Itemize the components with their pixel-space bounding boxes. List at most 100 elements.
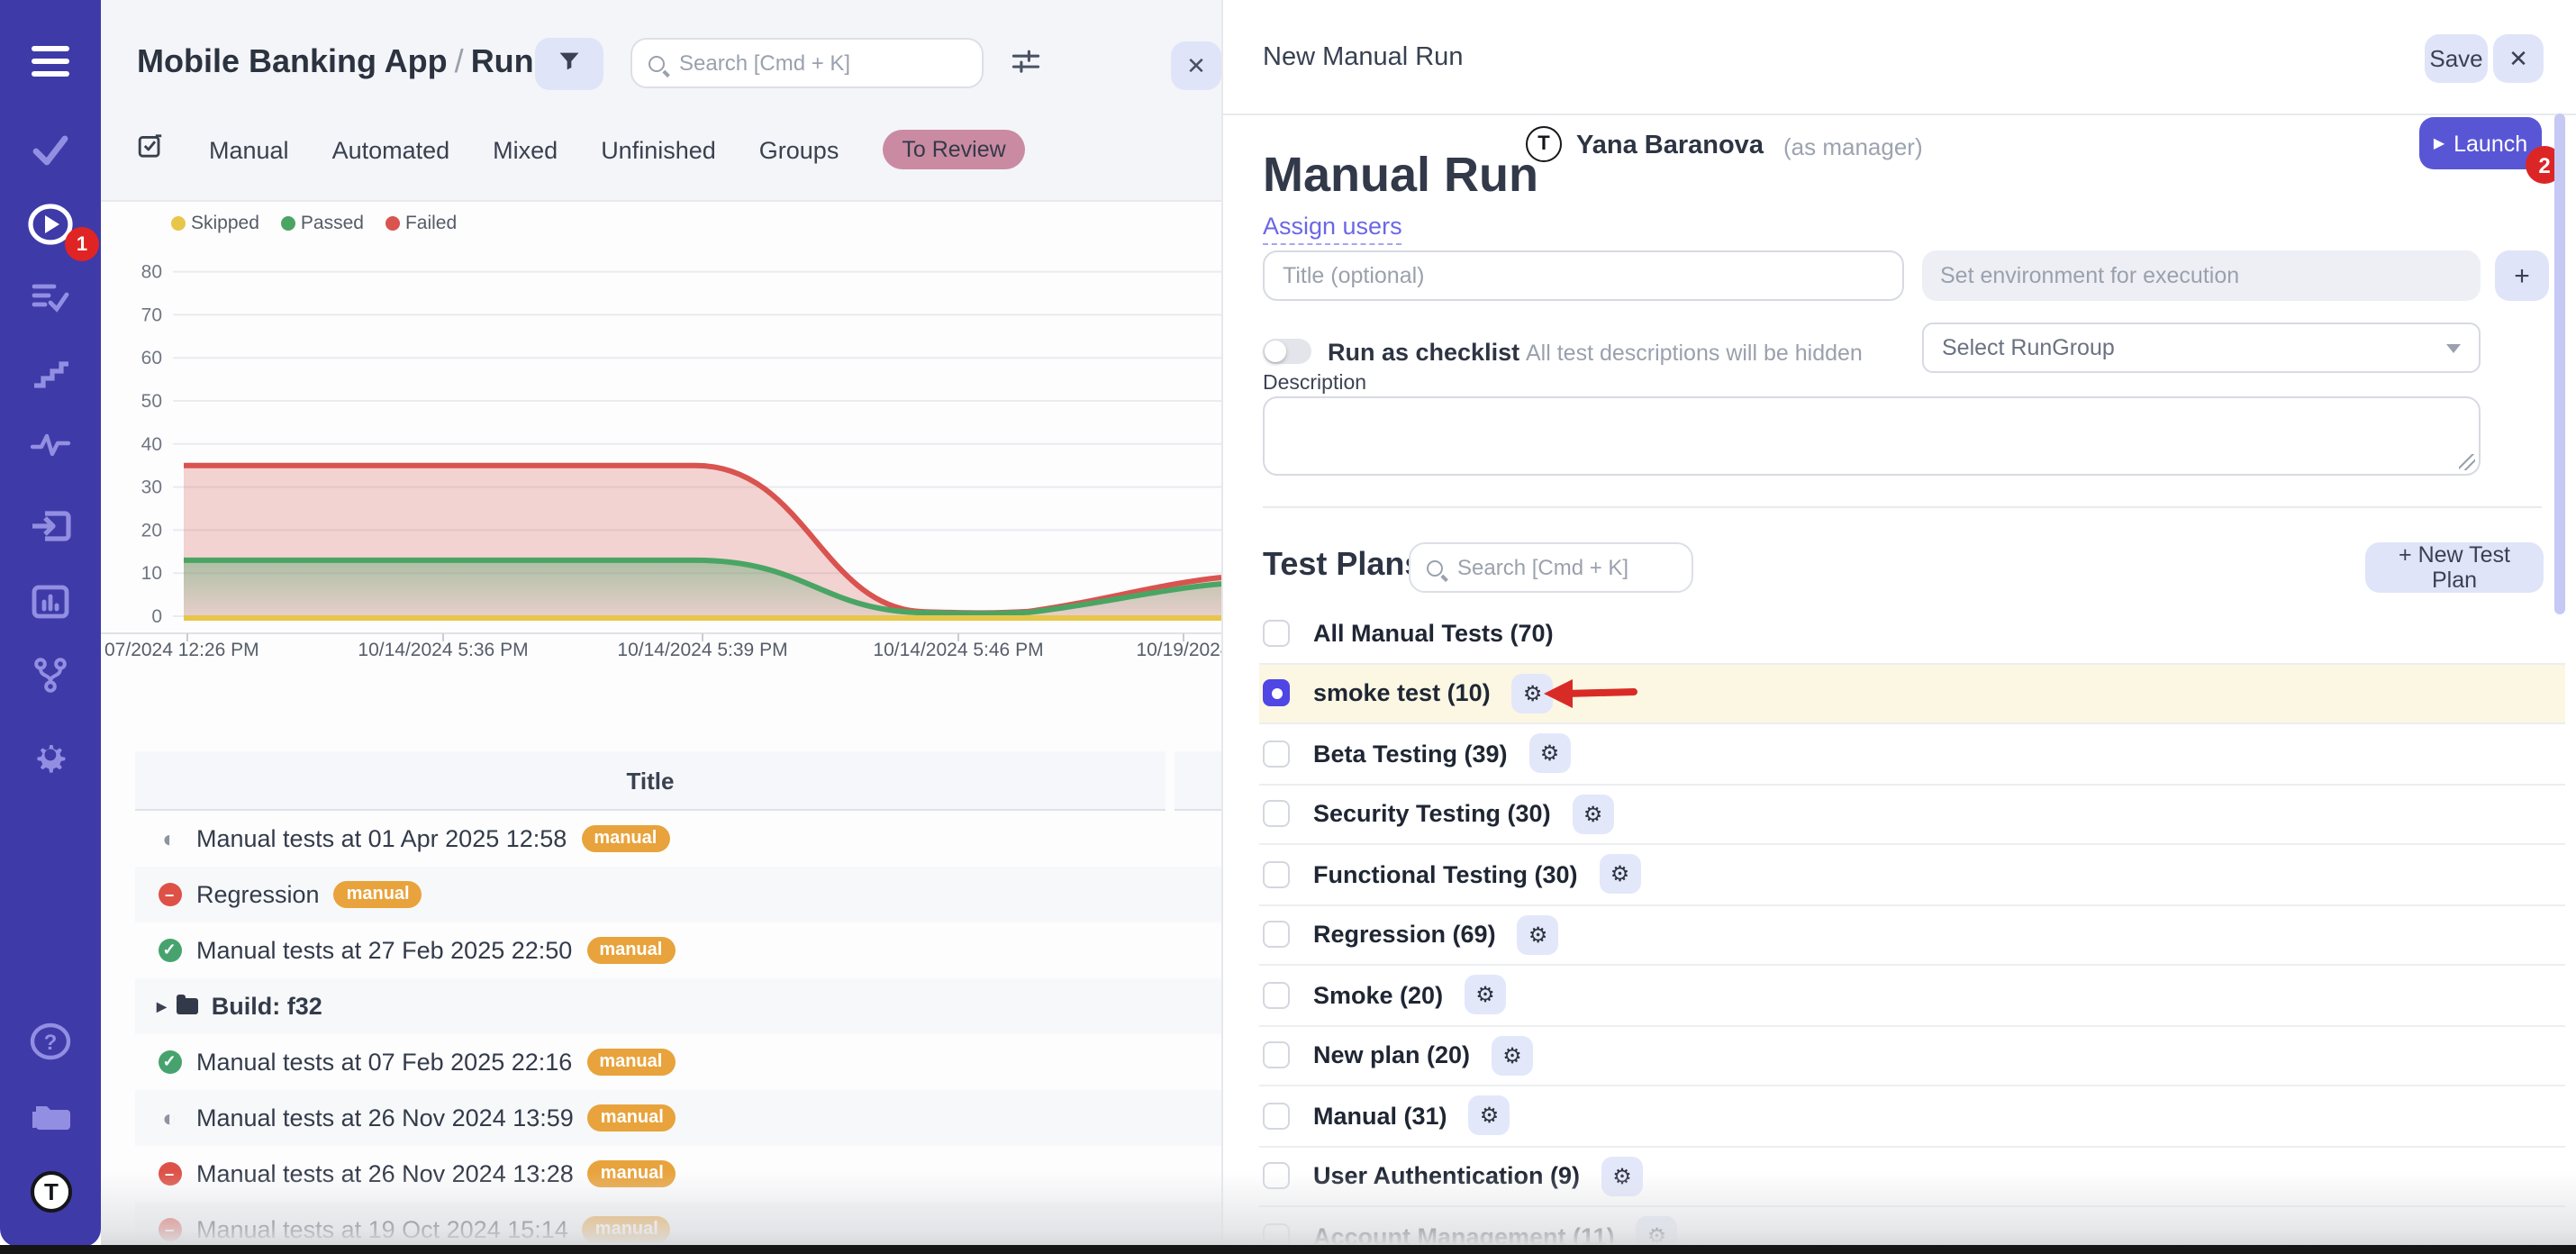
run-as-checklist-toggle[interactable] — [1263, 339, 1311, 364]
plan-gear-icon[interactable]: ⚙ — [1600, 855, 1641, 895]
plan-gear-icon[interactable]: ⚙ — [1518, 915, 1559, 955]
test-plan-row: User Authentication (9) ⚙ — [1259, 1147, 2565, 1207]
plan-checkbox[interactable] — [1263, 741, 1290, 768]
plan-label[interactable]: Manual (31) — [1313, 1103, 1447, 1130]
projects-folder-icon[interactable] — [0, 1095, 101, 1135]
panel-scrollbar[interactable] — [2554, 114, 2565, 614]
plan-label[interactable]: User Authentication (9) — [1313, 1163, 1580, 1190]
svg-text:?: ? — [44, 1031, 58, 1055]
search-icon — [1427, 559, 1443, 576]
pulse-activity-icon[interactable] — [0, 429, 101, 461]
plan-checkbox-checked[interactable] — [1263, 680, 1290, 707]
owner-name: Yana Baranova — [1576, 132, 1764, 160]
close-panel-button[interactable]: ✕ — [2493, 34, 2544, 83]
plan-label[interactable]: New plan (20) — [1313, 1042, 1470, 1069]
breadcrumb-project[interactable]: Mobile Banking App — [137, 43, 448, 79]
plan-gear-icon[interactable]: ⚙ — [1492, 1036, 1533, 1076]
plan-label[interactable]: Account Management (11) — [1313, 1223, 1615, 1248]
runs-search-input[interactable] — [676, 49, 942, 77]
run-title[interactable]: Manual tests at 26 Nov 2024 13:28 — [196, 1160, 574, 1187]
test-plan-row: Smoke (20) ⚙ — [1259, 966, 2565, 1026]
plan-checkbox[interactable] — [1263, 1163, 1290, 1190]
save-button[interactable]: Save — [2425, 34, 2488, 83]
table-row[interactable]: −Manual tests at 26 Nov 2024 13:28manual — [135, 1146, 1221, 1202]
plan-label[interactable]: Functional Testing (30) — [1313, 861, 1578, 888]
steps-stairs-icon[interactable] — [0, 355, 101, 391]
plan-label[interactable]: Beta Testing (39) — [1313, 741, 1508, 768]
table-row[interactable]: ✓Manual tests at 07 Feb 2025 22:16manual — [135, 1034, 1221, 1090]
table-row[interactable]: −Regressionmanual — [135, 867, 1221, 922]
plan-label[interactable]: Smoke (20) — [1313, 982, 1443, 1009]
run-title[interactable]: Manual tests at 26 Nov 2024 13:59 — [196, 1104, 574, 1131]
test-plan-row: All Manual Tests (70) — [1259, 604, 2565, 664]
run-title[interactable]: Manual tests at 19 Oct 2024 15:14 — [196, 1216, 568, 1243]
description-textarea[interactable] — [1263, 396, 2481, 476]
table-row[interactable]: −Manual tests at 19 Oct 2024 15:14manual — [135, 1202, 1221, 1247]
assign-users-link[interactable]: Assign users — [1263, 213, 1402, 245]
filter-button[interactable] — [535, 38, 603, 90]
new-test-plan-button[interactable]: + New Test Plan — [2365, 542, 2544, 593]
plan-checkbox[interactable] — [1263, 801, 1290, 828]
plan-checkbox[interactable] — [1263, 922, 1290, 949]
manual-badge: manual — [588, 1160, 676, 1187]
reports-bar-chart-icon[interactable] — [0, 582, 101, 622]
select-mode-icon[interactable] — [137, 131, 166, 168]
test-plans-list-icon[interactable] — [0, 279, 101, 317]
environment-input[interactable] — [1922, 250, 2481, 301]
tab-groups[interactable]: Groups — [759, 136, 839, 163]
plan-label[interactable]: All Manual Tests (70) — [1313, 620, 1554, 647]
plan-gear-icon[interactable]: ⚙ — [1637, 1217, 1678, 1248]
table-row-folder[interactable]: ▶ Build: f32 — [135, 978, 1221, 1034]
menu-hamburger-icon[interactable] — [0, 41, 101, 81]
table-row[interactable]: ✓Manual tests at 27 Feb 2025 22:50manual — [135, 922, 1221, 978]
plan-gear-icon[interactable]: ⚙ — [1469, 1096, 1510, 1136]
tab-unfinished[interactable]: Unfinished — [601, 136, 716, 163]
settings-gear-icon[interactable] — [0, 733, 101, 777]
plan-gear-icon[interactable]: ⚙ — [1465, 976, 1506, 1015]
filter-settings-icon[interactable] — [1011, 47, 1041, 86]
folder-title: Build: f32 — [212, 993, 322, 1020]
add-environment-button[interactable]: + — [2495, 250, 2549, 301]
legend-swatch — [385, 216, 400, 231]
plan-gear-icon[interactable]: ⚙ — [1573, 795, 1614, 834]
branch-git-icon[interactable] — [0, 656, 101, 695]
plan-checkbox[interactable] — [1263, 1223, 1290, 1248]
test-plans-search-input[interactable] — [1454, 553, 1653, 582]
launch-button[interactable]: ▶ Launch — [2419, 117, 2542, 169]
plan-label[interactable]: Security Testing (30) — [1313, 801, 1551, 828]
table-row[interactable]: ◐Manual tests at 01 Apr 2025 12:58manual — [135, 811, 1221, 867]
caret-expand-icon[interactable]: ▶ — [157, 999, 167, 1013]
sidebar: 1 ? T — [0, 0, 101, 1247]
plan-label[interactable]: Regression (69) — [1313, 922, 1496, 949]
plan-gear-icon[interactable]: ⚙ — [1601, 1157, 1643, 1196]
run-title[interactable]: Manual tests at 01 Apr 2025 12:58 — [196, 825, 567, 852]
plan-checkbox[interactable] — [1263, 861, 1290, 888]
plan-gear-icon[interactable]: ⚙ — [1529, 734, 1571, 774]
plan-checkbox[interactable] — [1263, 620, 1290, 647]
plan-checkbox[interactable] — [1263, 1103, 1290, 1130]
svg-text:70: 70 — [141, 304, 162, 325]
svg-text:30: 30 — [141, 477, 162, 498]
column-title[interactable]: Title — [135, 751, 1166, 811]
run-title[interactable]: Manual tests at 07 Feb 2025 22:16 — [196, 1049, 572, 1076]
plan-checkbox[interactable] — [1263, 982, 1290, 1009]
run-title[interactable]: Regression — [196, 881, 320, 908]
tab-manual[interactable]: Manual — [209, 136, 289, 163]
rungroup-select[interactable]: Select RunGroup — [1922, 323, 2481, 373]
tab-automated[interactable]: Automated — [332, 136, 450, 163]
tab-mixed[interactable]: Mixed — [493, 136, 558, 163]
test-plans-search — [1409, 542, 1693, 593]
filter-to-review[interactable]: To Review — [882, 130, 1025, 169]
run-title-input[interactable] — [1263, 250, 1904, 301]
plan-label[interactable]: smoke test (10) — [1313, 680, 1491, 707]
run-title[interactable]: Manual tests at 27 Feb 2025 22:50 — [196, 937, 572, 964]
runs-table: Title ◐Manual tests at 01 Apr 2025 12:58… — [135, 751, 1221, 1247]
tests-check-icon[interactable] — [0, 130, 101, 169]
help-icon[interactable]: ? — [0, 1020, 101, 1063]
app-logo[interactable]: T — [31, 1171, 72, 1213]
plan-checkbox[interactable] — [1263, 1042, 1290, 1069]
close-runs-pane-button[interactable]: ✕ — [1171, 41, 1221, 90]
resize-handle-icon[interactable] — [2459, 454, 2475, 470]
import-box-icon[interactable] — [0, 506, 101, 546]
table-row[interactable]: ◐Manual tests at 26 Nov 2024 13:59manual — [135, 1090, 1221, 1146]
